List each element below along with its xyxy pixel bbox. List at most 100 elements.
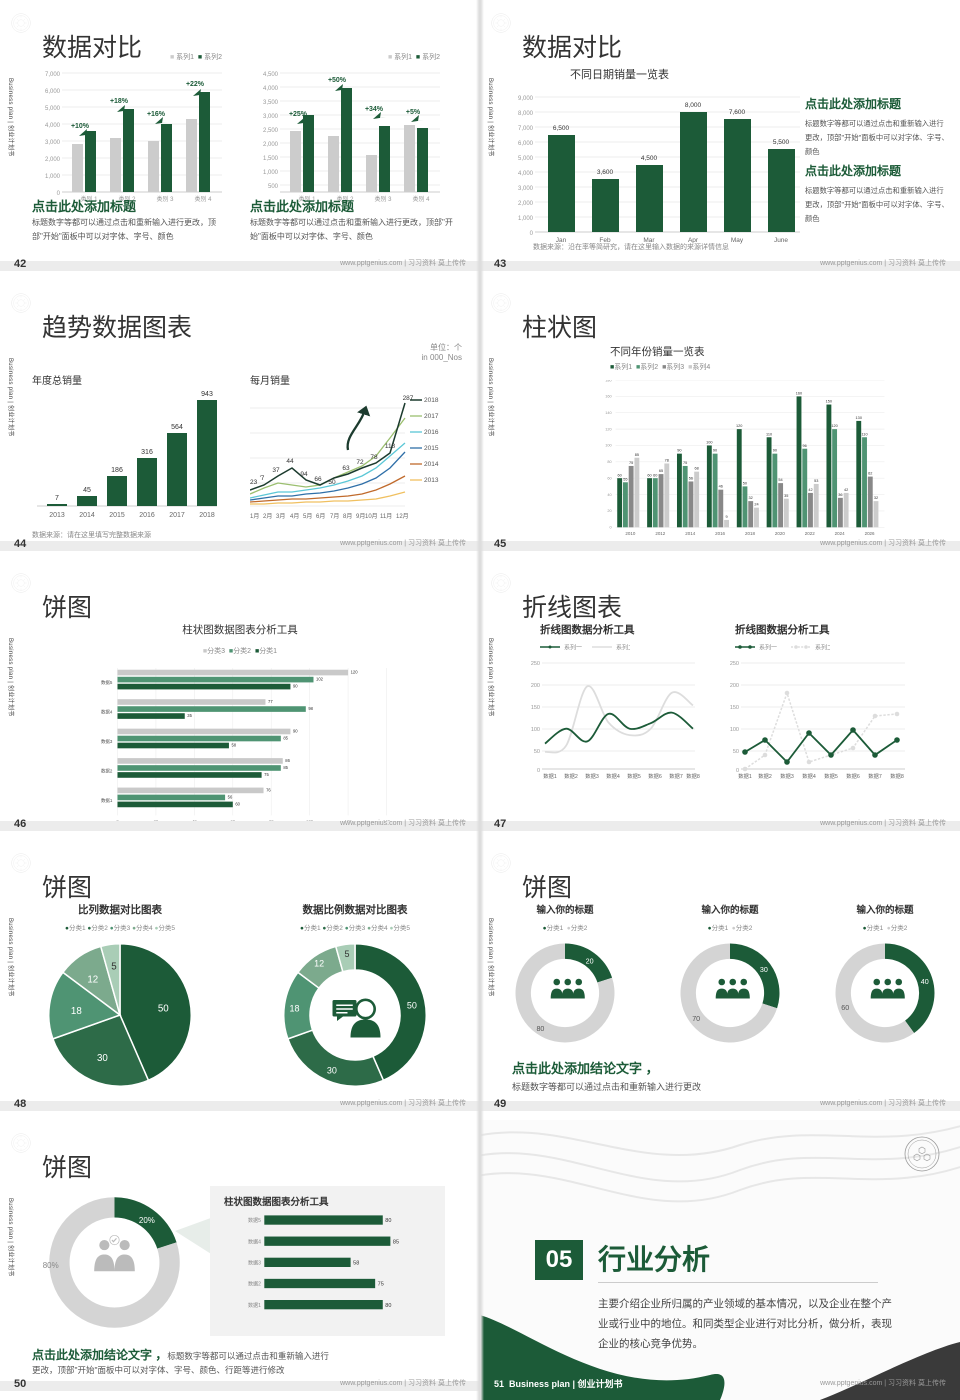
- svg-text:1,000: 1,000: [263, 170, 279, 176]
- svg-text:4,500: 4,500: [263, 72, 279, 78]
- svg-text:数据4: 数据4: [101, 708, 113, 715]
- svg-text:2024: 2024: [835, 531, 845, 535]
- svg-text:4,000: 4,000: [518, 171, 534, 177]
- svg-text:20%: 20%: [139, 1216, 155, 1225]
- svg-text:943: 943: [201, 391, 213, 398]
- svg-text:2017: 2017: [424, 413, 439, 420]
- svg-text:75: 75: [629, 461, 633, 465]
- svg-text:110: 110: [766, 432, 772, 436]
- svg-text:50: 50: [534, 749, 540, 755]
- svg-text:72: 72: [356, 459, 364, 466]
- svg-text:数据8: 数据8: [686, 772, 700, 780]
- svg-text:60: 60: [653, 473, 657, 477]
- svg-text:+16%: +16%: [147, 111, 166, 118]
- svg-text:20: 20: [586, 957, 594, 965]
- svg-text:数据1: 数据1: [101, 797, 113, 804]
- svg-text:7,000: 7,000: [45, 72, 61, 78]
- svg-text:150: 150: [531, 705, 540, 711]
- svg-text:+34%: +34%: [365, 106, 384, 113]
- svg-text:63: 63: [342, 465, 350, 472]
- svg-text:100: 100: [605, 444, 611, 448]
- svg-text:78: 78: [370, 454, 378, 461]
- svg-text:4,000: 4,000: [45, 123, 61, 129]
- svg-text:2018: 2018: [199, 512, 215, 519]
- svg-text:20: 20: [607, 509, 611, 513]
- svg-text:2020: 2020: [775, 531, 785, 535]
- svg-text:数据7: 数据7: [868, 772, 882, 780]
- svg-text:数据1: 数据1: [248, 1302, 261, 1309]
- svg-text:58: 58: [232, 743, 237, 748]
- svg-text:180: 180: [605, 380, 611, 382]
- svg-text:7: 7: [55, 495, 59, 502]
- svg-text:数据4: 数据4: [606, 772, 620, 780]
- svg-text:250: 250: [730, 661, 739, 667]
- svg-text:98: 98: [308, 706, 313, 711]
- svg-text:9,000: 9,000: [518, 96, 534, 102]
- svg-text:68: 68: [695, 467, 699, 471]
- svg-text:5月: 5月: [303, 513, 312, 520]
- svg-text:数据2: 数据2: [564, 772, 578, 780]
- svg-text:60: 60: [618, 473, 622, 477]
- svg-text:数据3: 数据3: [248, 1259, 261, 1266]
- svg-text:160: 160: [796, 391, 802, 395]
- svg-text:1,000: 1,000: [518, 216, 534, 222]
- svg-text:120: 120: [605, 427, 611, 431]
- svg-text:8,000: 8,000: [518, 111, 534, 117]
- svg-text:80: 80: [536, 1025, 544, 1033]
- svg-text:2016: 2016: [139, 512, 155, 519]
- svg-text:36: 36: [838, 493, 842, 497]
- svg-text:40: 40: [921, 978, 929, 986]
- svg-text:30: 30: [327, 1066, 337, 1076]
- svg-text:18: 18: [71, 1006, 82, 1017]
- svg-text:数据6: 数据6: [648, 772, 662, 780]
- svg-text:数据1: 数据1: [543, 772, 557, 780]
- svg-text:3,500: 3,500: [263, 100, 279, 106]
- svg-text:32: 32: [749, 496, 753, 500]
- svg-text:44: 44: [286, 458, 294, 465]
- svg-text:90: 90: [677, 449, 681, 453]
- svg-text:2012: 2012: [655, 531, 665, 535]
- svg-text:80%: 80%: [43, 1261, 59, 1270]
- svg-text:60: 60: [841, 1004, 849, 1012]
- svg-text:+25%: +25%: [289, 111, 308, 118]
- svg-text:数据6: 数据6: [846, 772, 860, 780]
- svg-text:3,000: 3,000: [45, 140, 61, 146]
- svg-text:45: 45: [83, 487, 91, 494]
- svg-text:数据3: 数据3: [585, 772, 599, 780]
- svg-text:5,000: 5,000: [45, 106, 61, 112]
- svg-text:90: 90: [293, 729, 298, 734]
- svg-text:120: 120: [736, 424, 742, 428]
- svg-text:2016: 2016: [424, 429, 439, 436]
- svg-text:55: 55: [623, 477, 627, 481]
- svg-text:2017: 2017: [169, 512, 185, 519]
- svg-text:0: 0: [610, 526, 612, 530]
- svg-text:系列一: 系列一: [759, 644, 777, 652]
- svg-text:系列二: 系列二: [815, 644, 830, 652]
- svg-text:58: 58: [353, 1260, 359, 1266]
- svg-text:8月: 8月: [343, 513, 352, 520]
- svg-text:数据4: 数据4: [802, 772, 816, 780]
- svg-text:数据3: 数据3: [780, 772, 794, 780]
- svg-text:150: 150: [730, 705, 739, 711]
- svg-text:85: 85: [393, 1239, 399, 1245]
- svg-text:46: 46: [719, 485, 723, 489]
- svg-text:23: 23: [250, 479, 258, 486]
- svg-text:5,000: 5,000: [518, 156, 534, 162]
- svg-text:287: 287: [403, 395, 414, 402]
- svg-text:2022: 2022: [805, 531, 815, 535]
- svg-text:0: 0: [537, 768, 540, 774]
- svg-text:1月: 1月: [250, 513, 259, 520]
- svg-text:+50%: +50%: [328, 77, 347, 84]
- svg-text:30: 30: [97, 1053, 108, 1064]
- svg-text:70: 70: [692, 1015, 700, 1023]
- svg-text:60: 60: [235, 802, 240, 807]
- svg-text:6,000: 6,000: [518, 141, 534, 147]
- svg-text:50: 50: [328, 479, 336, 486]
- svg-text:186: 186: [111, 467, 123, 474]
- svg-text:2015: 2015: [109, 512, 125, 519]
- svg-text:'7: '7: [260, 475, 265, 482]
- svg-text:150: 150: [826, 400, 832, 404]
- svg-text:60: 60: [607, 476, 611, 480]
- svg-text:2010: 2010: [625, 531, 635, 535]
- svg-text:60: 60: [647, 473, 651, 477]
